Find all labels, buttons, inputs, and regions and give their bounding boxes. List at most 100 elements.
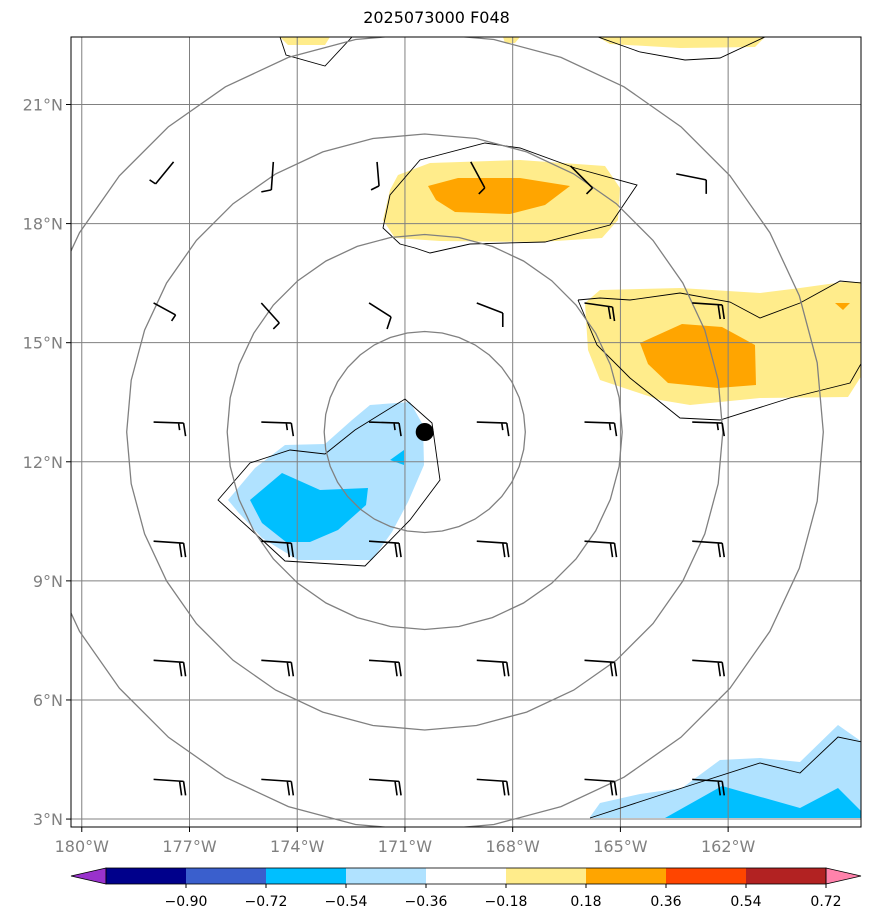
negative-anomaly-region: [590, 725, 861, 818]
wind-barb: [261, 659, 295, 677]
colorbar-segment: [186, 868, 267, 884]
colorbar-tick-label: −0.72: [245, 894, 288, 910]
wind-barb: [584, 778, 618, 796]
wind-barb: [153, 778, 187, 796]
wind-barb: [692, 540, 726, 558]
positive-anomaly-region: [280, 37, 330, 45]
wind-barb: [153, 540, 187, 558]
wind-barb: [261, 778, 295, 796]
positive-anomaly-region: [598, 37, 765, 48]
colorbar-extend-high: [825, 867, 862, 885]
colorbar-tick-label: −0.18: [485, 894, 528, 910]
strong-positive-anomaly-region: [428, 178, 570, 214]
colorbar-tick-label: 0.54: [730, 894, 761, 910]
colorbar-extend-low: [70, 867, 107, 885]
wind-barb: [368, 302, 392, 330]
longitude-tick-label: 171°W: [378, 837, 433, 856]
anomaly-fill-layer: [228, 37, 861, 818]
anomaly-contour-line: [589, 736, 861, 819]
longitude-tick-label: 168°W: [486, 837, 541, 856]
wind-barb: [584, 421, 618, 437]
anomaly-contour-line: [217, 398, 441, 567]
wind-barb: [584, 540, 618, 558]
wind-barb: [476, 659, 510, 677]
colorbar-tick-label: −0.90: [165, 894, 208, 910]
wind-barb: [261, 540, 295, 558]
strong-negative-anomaly-region: [665, 786, 861, 818]
longitude-tick-label: 180°W: [55, 837, 110, 856]
wind-barb: [476, 421, 510, 437]
colorbar-segment: [346, 868, 427, 884]
wind-barb: [692, 421, 726, 437]
wind-barb: [153, 659, 187, 677]
longitude-axis: 180°W 177°W 174°W 171°W 168°W 165°W 162°W: [55, 827, 756, 856]
wind-barb: [370, 161, 380, 191]
colorbar-tick-label: 0.36: [650, 894, 681, 910]
colorbar: −0.90 −0.72 −0.54 −0.36 −0.18 0.18 0.36 0.54 0.7…: [70, 867, 862, 910]
graticule: [71, 37, 861, 827]
range-ring: [226, 233, 623, 631]
wind-barb: [368, 778, 402, 796]
colorbar-segment: [266, 868, 347, 884]
colorbar-segment: [426, 868, 507, 884]
wind-barb: [692, 302, 726, 320]
range-ring: [71, 37, 824, 827]
anomaly-contour-line: [382, 142, 638, 254]
strong-positive-anomaly-region: [640, 324, 756, 388]
wind-barb: [261, 161, 275, 193]
strong-negative-anomaly-region: [390, 450, 404, 465]
latitude-tick-label: 21°N: [23, 95, 63, 114]
wind-barb: [368, 659, 402, 677]
wind-barb: [261, 421, 295, 437]
strong-negative-anomaly-region: [250, 473, 368, 542]
colorbar-segment: [586, 868, 667, 884]
longitude-tick-label: 165°W: [593, 837, 648, 856]
strong-positive-anomaly-region: [835, 303, 850, 310]
latitude-tick-label: 15°N: [23, 334, 63, 353]
colorbar-tick-label: 0.72: [810, 894, 841, 910]
wind-barb: [470, 161, 486, 195]
colorbar-segment: [666, 868, 747, 884]
latitude-axis: 3°N 6°N 9°N 12°N 15°N 18°N 21°N: [23, 95, 71, 829]
colorbar-tick-label: −0.36: [405, 894, 448, 910]
wind-barb: [692, 778, 726, 796]
wind-barb: [692, 659, 726, 677]
wind-barb: [260, 302, 280, 330]
wind-barb: [584, 659, 618, 677]
longitude-tick-label: 174°W: [270, 837, 325, 856]
colorbar-tick-label: 0.18: [570, 894, 601, 910]
latitude-tick-label: 9°N: [33, 572, 63, 591]
positive-anomaly-region: [503, 37, 520, 43]
range-rings: [71, 37, 824, 827]
colorbar-tick-label: −0.54: [325, 894, 368, 910]
wind-barbs-layer: [149, 161, 726, 796]
range-ring: [323, 330, 526, 534]
anomaly-contour-line: [577, 280, 861, 319]
wind-barb: [476, 540, 510, 558]
wind-barb: [369, 421, 402, 437]
wind-barb: [368, 540, 402, 558]
anomaly-contour-line: [577, 299, 861, 421]
map-title: 2025073000 F048: [363, 8, 510, 27]
longitude-tick-label: 162°W: [701, 837, 756, 856]
wind-barb: [153, 302, 177, 322]
longitude-tick-label: 177°W: [162, 837, 217, 856]
wind-barb: [476, 778, 510, 796]
map-plot-area: [71, 37, 861, 827]
colorbar-segment: [506, 868, 587, 884]
range-ring: [126, 133, 724, 731]
wind-barb: [569, 165, 594, 195]
anomaly-contour-line: [279, 37, 353, 67]
wind-barb: [476, 302, 504, 327]
wind-barb: [584, 302, 616, 322]
colorbar-frame: [105, 867, 827, 885]
latitude-tick-label: 12°N: [23, 453, 63, 472]
colorbar-segment: [106, 868, 187, 884]
wind-barb: [676, 173, 708, 194]
colorbar-segment: [746, 868, 827, 884]
latitude-tick-label: 3°N: [33, 810, 63, 829]
latitude-tick-label: 18°N: [23, 215, 63, 234]
anomaly-contour-line: [597, 37, 766, 61]
latitude-tick-label: 6°N: [33, 691, 63, 710]
